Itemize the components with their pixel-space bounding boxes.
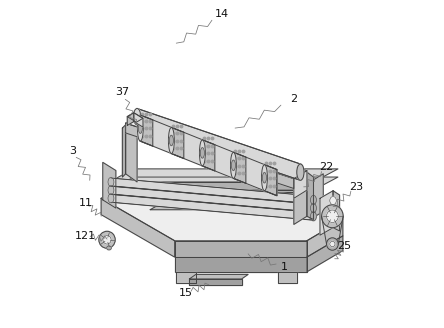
Polygon shape — [137, 109, 301, 180]
Ellipse shape — [262, 165, 267, 191]
Text: 25: 25 — [337, 241, 352, 251]
Polygon shape — [189, 279, 242, 285]
Polygon shape — [111, 186, 313, 212]
Polygon shape — [126, 115, 307, 179]
Polygon shape — [109, 177, 338, 190]
Polygon shape — [150, 197, 294, 210]
Ellipse shape — [108, 186, 114, 195]
Polygon shape — [111, 195, 313, 220]
Ellipse shape — [310, 195, 317, 204]
Ellipse shape — [108, 194, 114, 203]
Ellipse shape — [330, 241, 335, 247]
Ellipse shape — [107, 246, 111, 250]
Ellipse shape — [139, 123, 143, 133]
Polygon shape — [123, 125, 126, 177]
Ellipse shape — [134, 109, 141, 125]
Text: 121: 121 — [75, 231, 96, 241]
Polygon shape — [307, 172, 313, 219]
Polygon shape — [109, 190, 313, 200]
Polygon shape — [111, 178, 313, 204]
Ellipse shape — [262, 173, 266, 183]
Polygon shape — [127, 113, 134, 125]
Text: 37: 37 — [115, 87, 130, 97]
Ellipse shape — [103, 236, 111, 244]
Ellipse shape — [230, 152, 236, 178]
Ellipse shape — [168, 127, 174, 154]
Ellipse shape — [297, 164, 304, 180]
Polygon shape — [163, 193, 287, 204]
Text: 1: 1 — [281, 262, 288, 272]
Polygon shape — [174, 241, 307, 257]
Polygon shape — [101, 177, 343, 241]
Polygon shape — [189, 275, 248, 279]
Text: 22: 22 — [319, 162, 333, 172]
Polygon shape — [333, 191, 340, 231]
Polygon shape — [134, 113, 143, 127]
Ellipse shape — [99, 231, 115, 248]
Ellipse shape — [326, 210, 338, 222]
Ellipse shape — [330, 196, 336, 205]
Polygon shape — [140, 115, 153, 146]
Polygon shape — [202, 140, 215, 171]
Ellipse shape — [200, 148, 204, 158]
Text: 15: 15 — [179, 288, 193, 298]
Ellipse shape — [326, 238, 338, 250]
Ellipse shape — [231, 160, 235, 171]
Polygon shape — [307, 219, 343, 257]
Polygon shape — [234, 152, 246, 183]
Polygon shape — [126, 125, 137, 182]
Ellipse shape — [199, 140, 205, 166]
Polygon shape — [176, 272, 196, 283]
Ellipse shape — [108, 177, 114, 187]
Ellipse shape — [310, 212, 317, 221]
Text: 3: 3 — [69, 146, 76, 156]
Text: 2: 2 — [290, 94, 297, 104]
Polygon shape — [140, 115, 277, 196]
Polygon shape — [294, 171, 307, 198]
Polygon shape — [294, 172, 307, 224]
Polygon shape — [174, 257, 307, 272]
Polygon shape — [126, 123, 294, 189]
Ellipse shape — [170, 135, 173, 146]
Text: 14: 14 — [215, 9, 229, 19]
Polygon shape — [109, 182, 313, 192]
Ellipse shape — [137, 115, 143, 141]
Polygon shape — [310, 174, 323, 219]
Text: 11: 11 — [79, 198, 92, 208]
Polygon shape — [127, 113, 143, 122]
Ellipse shape — [321, 205, 343, 228]
Polygon shape — [171, 127, 184, 158]
Polygon shape — [265, 165, 277, 196]
Polygon shape — [101, 198, 174, 257]
Polygon shape — [109, 169, 338, 182]
Polygon shape — [278, 272, 297, 283]
Ellipse shape — [310, 203, 317, 213]
Polygon shape — [320, 191, 333, 235]
Text: 23: 23 — [349, 182, 363, 192]
Polygon shape — [103, 162, 116, 208]
Polygon shape — [307, 236, 343, 272]
